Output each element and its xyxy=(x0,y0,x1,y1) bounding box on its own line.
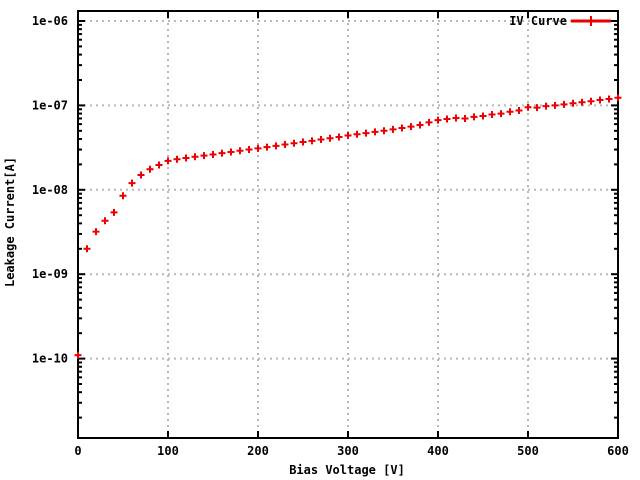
data-point-marker xyxy=(506,108,514,116)
data-point-marker xyxy=(290,139,298,147)
axis-ticks xyxy=(77,11,619,438)
data-point-marker xyxy=(200,152,208,160)
x-axis-label: Bias Voltage [V] xyxy=(289,463,405,477)
data-point-marker xyxy=(218,149,226,157)
data-point-marker xyxy=(524,103,532,111)
data-point-marker xyxy=(470,113,478,121)
grid-lines xyxy=(78,11,618,438)
x-tick-label: 400 xyxy=(427,444,449,458)
y-axis-label: Leakage Current[A] xyxy=(3,156,17,288)
data-point-marker xyxy=(587,97,595,105)
data-point-marker xyxy=(182,154,190,162)
data-point-marker xyxy=(245,146,253,154)
x-tick-labels: 0 100 200 300 400 500 600 xyxy=(74,444,628,458)
y-tick-label: 1e-06 xyxy=(32,14,68,28)
data-point-marker xyxy=(569,99,577,107)
data-point-marker xyxy=(443,115,451,123)
data-point-marker xyxy=(497,110,505,118)
data-point-marker xyxy=(533,104,541,112)
data-point-marker xyxy=(605,95,613,103)
y-tick-label: 1e-09 xyxy=(32,267,68,281)
data-point-marker xyxy=(128,179,136,187)
y-tick-label: 1e-07 xyxy=(32,98,68,112)
x-tick-label: 200 xyxy=(247,444,269,458)
data-point-marker xyxy=(515,107,523,115)
data-point-marker xyxy=(101,217,109,225)
data-point-marker xyxy=(254,144,262,152)
x-tick-label: 600 xyxy=(607,444,629,458)
data-point-marker xyxy=(137,171,145,179)
data-point-marker xyxy=(416,121,424,129)
data-point-marker xyxy=(461,114,469,122)
data-point-marker xyxy=(353,130,361,138)
data-point-marker xyxy=(371,128,379,136)
x-tick-label: 500 xyxy=(517,444,539,458)
data-point-marker xyxy=(407,123,415,131)
data-point-marker xyxy=(560,100,568,108)
data-point-marker xyxy=(389,125,397,133)
data-point-marker xyxy=(191,153,199,161)
data-point-marker xyxy=(551,101,559,109)
data-point-marker xyxy=(92,228,100,236)
y-tick-label: 1e-08 xyxy=(32,183,68,197)
data-point-marker xyxy=(299,138,307,146)
data-point-marker xyxy=(326,134,334,142)
data-point-marker xyxy=(596,96,604,104)
data-point-marker xyxy=(362,129,370,137)
y-tick-labels: 1e-06 1e-07 1e-08 1e-09 1e-10 xyxy=(32,14,68,366)
data-point-marker xyxy=(317,136,325,144)
plot-border xyxy=(77,10,619,439)
data-point-marker xyxy=(335,133,343,141)
data-point-marker xyxy=(155,161,163,169)
data-point-marker xyxy=(173,155,181,163)
data-point-marker xyxy=(83,245,91,253)
data-points xyxy=(74,94,622,359)
data-point-marker xyxy=(227,148,235,156)
data-point-marker xyxy=(164,157,172,165)
data-point-marker xyxy=(281,141,289,149)
data-point-marker xyxy=(542,102,550,110)
legend-line-sample xyxy=(571,16,611,26)
data-point-marker xyxy=(110,208,118,216)
data-point-marker xyxy=(272,142,280,150)
data-point-marker xyxy=(380,127,388,135)
data-point-marker xyxy=(236,147,244,155)
x-tick-label: 300 xyxy=(337,444,359,458)
y-tick-label: 1e-10 xyxy=(32,352,68,366)
data-point-marker xyxy=(452,114,460,122)
data-point-marker xyxy=(425,118,433,126)
data-point-marker xyxy=(488,111,496,119)
data-point-marker xyxy=(344,131,352,139)
data-point-marker xyxy=(614,94,622,102)
data-point-marker xyxy=(209,150,217,158)
data-point-marker xyxy=(398,124,406,132)
x-tick-label: 0 xyxy=(74,444,81,458)
data-point-marker xyxy=(119,192,127,200)
legend-series-label: IV Curve xyxy=(509,14,567,28)
data-point-marker xyxy=(434,116,442,124)
data-point-marker xyxy=(578,98,586,106)
data-point-marker xyxy=(146,165,154,173)
data-point-marker xyxy=(263,143,271,151)
data-point-marker xyxy=(74,351,82,359)
data-point-marker xyxy=(479,112,487,120)
data-point-marker xyxy=(308,137,316,145)
x-tick-label: 100 xyxy=(157,444,179,458)
